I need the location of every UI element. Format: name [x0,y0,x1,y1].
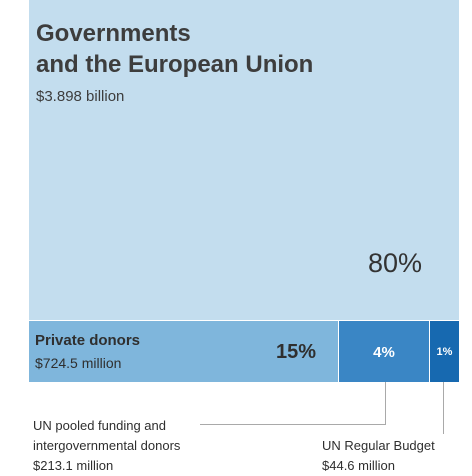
un-pooled-funding-leader-horizontal [200,424,386,425]
un-pooled-funding-label-line1: UN pooled funding and [33,418,166,433]
un-regular-budget-block [430,321,459,382]
un-pooled-funding-percent: 4% [373,344,395,361]
governments-eu-percent: 80% [368,248,423,278]
private-donors-percent: 15% [276,341,317,363]
un-regular-budget-label-name: UN Regular Budget [322,438,435,453]
private-donors-block [29,321,338,382]
un-pooled-funding-label: UN pooled funding and intergovernmental … [33,416,180,476]
governments-eu-label: Governments and the European Union [36,18,416,80]
un-pooled-funding-block [339,321,429,382]
private-donors-amount: $724.5 million [35,355,122,371]
un-pooled-funding-label-line2: intergovernmental donors [33,438,181,453]
un-regular-budget-leader [443,382,444,434]
governments-eu-amount: $3.898 billion [36,88,125,105]
un-pooled-funding-leader-vertical [385,382,386,424]
un-regular-budget-percent: 1% [436,346,453,358]
governments-eu-label-line1: Governments [36,20,191,47]
un-regular-budget-amount: $44.6 million [322,458,395,473]
un-regular-budget-label: UN Regular Budget $44.6 million [322,436,435,476]
governments-eu-label-line2: and the European Union [36,51,314,78]
private-donors-label: Private donors [35,332,141,349]
governments-eu-block [29,0,459,320]
un-pooled-funding-amount: $213.1 million [33,458,114,473]
